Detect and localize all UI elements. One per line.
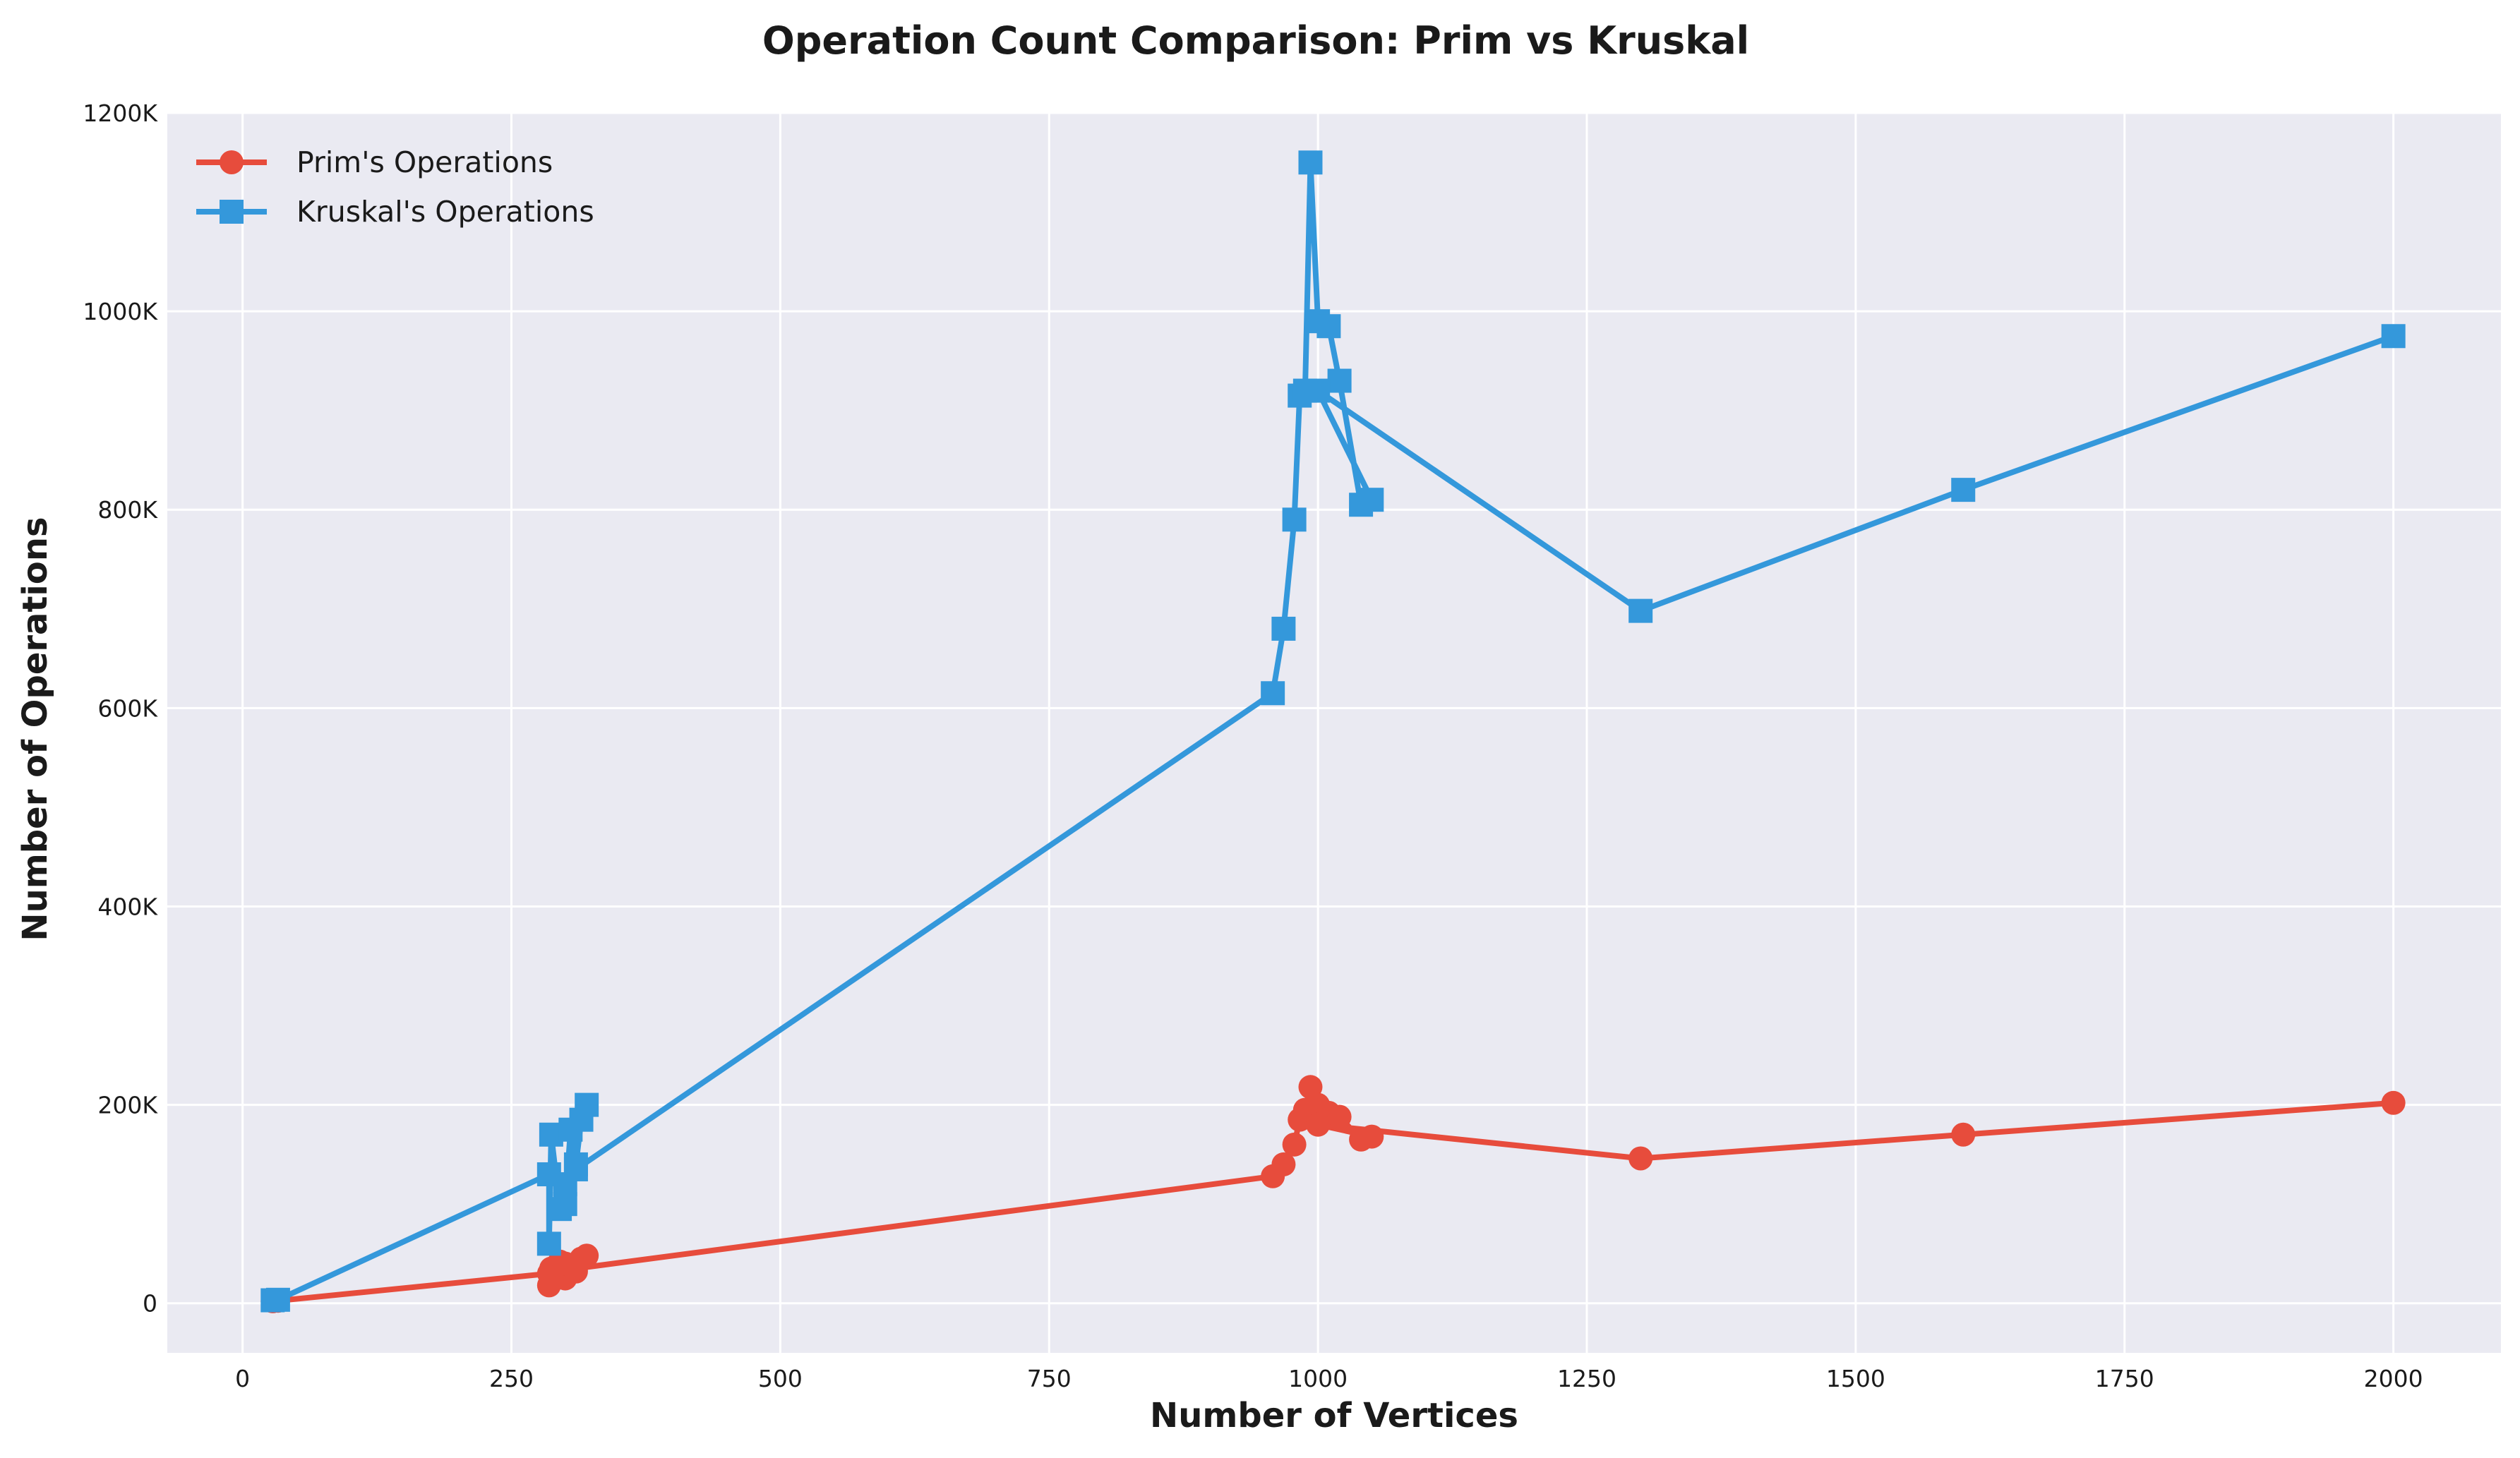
series-group	[260, 150, 2406, 1313]
data-point-kruskal	[1271, 616, 1296, 641]
data-point-prim	[1360, 1124, 1384, 1149]
data-point-kruskal	[575, 1092, 599, 1117]
legend: Prim's Operations Kruskal's Operations	[196, 145, 594, 229]
data-point-kruskal	[1951, 478, 1976, 502]
data-point-prim	[1951, 1122, 1976, 1147]
data-point-kruskal	[1316, 314, 1341, 339]
x-tick-label: 250	[489, 1365, 534, 1392]
data-point-kruskal	[1282, 507, 1307, 532]
data-point-kruskal	[1306, 378, 1331, 403]
data-point-kruskal	[1628, 598, 1653, 623]
data-point-prim	[563, 1256, 588, 1281]
data-point-kruskal	[563, 1157, 588, 1181]
data-point-kruskal	[265, 1287, 290, 1312]
data-point-prim	[1271, 1152, 1296, 1176]
y-tick-label: 800K	[97, 496, 158, 524]
y-tick-label: 600K	[97, 694, 158, 722]
y-tick-label: 200K	[97, 1092, 158, 1119]
y-tick-label: 1200K	[83, 100, 158, 127]
y-axis-label: Number of Operations	[16, 517, 55, 941]
legend-marker	[220, 150, 244, 174]
x-tick-labels: 0 250 500 750 1000 1250 1500 1750 2000	[235, 1365, 2423, 1392]
data-point-kruskal	[1327, 368, 1352, 393]
legend-label-prim: Prim's Operations	[296, 145, 553, 179]
y-tick-label: 0	[143, 1290, 157, 1318]
x-tick-label: 1750	[2095, 1365, 2154, 1392]
x-tick-label: 1250	[1557, 1365, 1616, 1392]
legend-item-kruskal: Kruskal's Operations	[196, 195, 594, 229]
x-tick-label: 2000	[2364, 1365, 2423, 1392]
y-tick-label: 400K	[97, 893, 158, 920]
data-point-kruskal	[2381, 324, 2406, 349]
legend-label-kruskal: Kruskal's Operations	[296, 195, 594, 229]
plot-area	[167, 113, 2501, 1353]
data-point-prim	[1282, 1132, 1307, 1157]
chart-title: Operation Count Comparison: Prim vs Krus…	[762, 18, 1749, 63]
data-point-prim	[1306, 1112, 1331, 1137]
data-point-prim	[1327, 1104, 1352, 1129]
x-tick-label: 500	[758, 1365, 803, 1392]
x-axis-label: Number of Vertices	[1150, 1396, 1518, 1435]
y-tick-label: 1000K	[83, 298, 158, 325]
data-point-kruskal	[1298, 150, 1323, 175]
legend-marker	[220, 200, 244, 224]
legend-item-prim: Prim's Operations	[196, 145, 553, 179]
data-point-kruskal	[536, 1231, 561, 1256]
data-point-prim	[1628, 1146, 1653, 1171]
x-tick-label: 750	[1027, 1365, 1072, 1392]
data-point-kruskal	[1261, 681, 1285, 706]
data-point-prim	[2381, 1090, 2406, 1115]
y-tick-labels: 0 200K 400K 600K 800K 1000K 1200K	[83, 100, 158, 1318]
data-point-kruskal	[1360, 488, 1384, 512]
x-tick-label: 1000	[1288, 1365, 1348, 1392]
x-tick-label: 0	[235, 1365, 250, 1392]
x-tick-label: 1500	[1826, 1365, 1885, 1392]
series-kruskal	[260, 150, 2406, 1313]
